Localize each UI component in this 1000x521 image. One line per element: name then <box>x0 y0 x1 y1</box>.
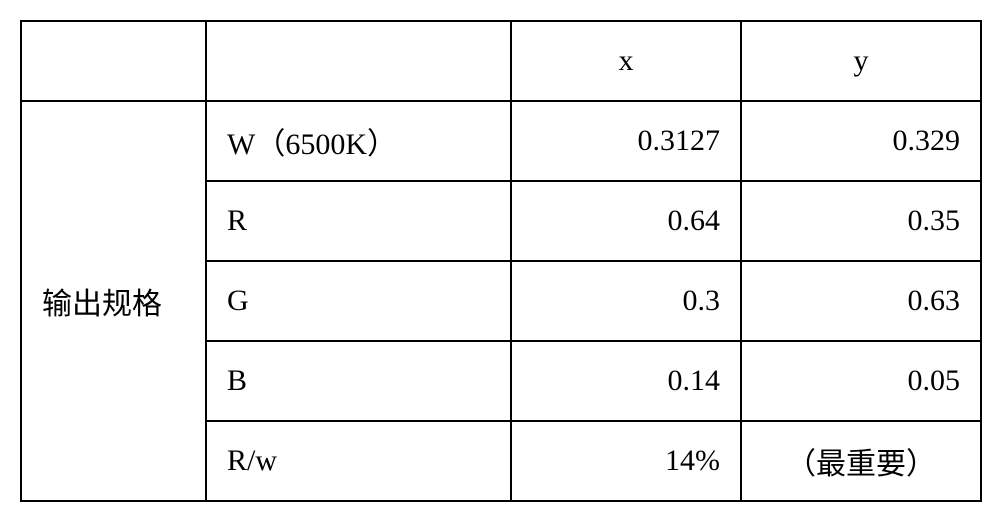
header-cell-y: y <box>741 21 981 101</box>
row-x-cell: 0.3127 <box>511 101 741 181</box>
row-x-cell: 0.64 <box>511 181 741 261</box>
row-label-cell: R <box>206 181 511 261</box>
row-label-cell: G <box>206 261 511 341</box>
header-cell-empty-1 <box>21 21 206 101</box>
table-row: 输出规格 W（6500K） 0.3127 0.329 <box>21 101 981 181</box>
header-cell-empty-2 <box>206 21 511 101</box>
row-y-cell: 0.35 <box>741 181 981 261</box>
rowspan-label-cell: 输出规格 <box>21 101 206 501</box>
row-y-cell: 0.63 <box>741 261 981 341</box>
row-y-cell: （最重要） <box>741 421 981 501</box>
row-y-cell: 0.329 <box>741 101 981 181</box>
row-x-cell: 14% <box>511 421 741 501</box>
row-label-cell: W（6500K） <box>206 101 511 181</box>
header-cell-x: x <box>511 21 741 101</box>
row-x-cell: 0.3 <box>511 261 741 341</box>
table-header-row: x y <box>21 21 981 101</box>
row-label-cell: B <box>206 341 511 421</box>
output-spec-table: x y 输出规格 W（6500K） 0.3127 0.329 R 0.64 0.… <box>20 20 982 502</box>
row-y-cell: 0.05 <box>741 341 981 421</box>
row-label-cell: R/w <box>206 421 511 501</box>
row-x-cell: 0.14 <box>511 341 741 421</box>
